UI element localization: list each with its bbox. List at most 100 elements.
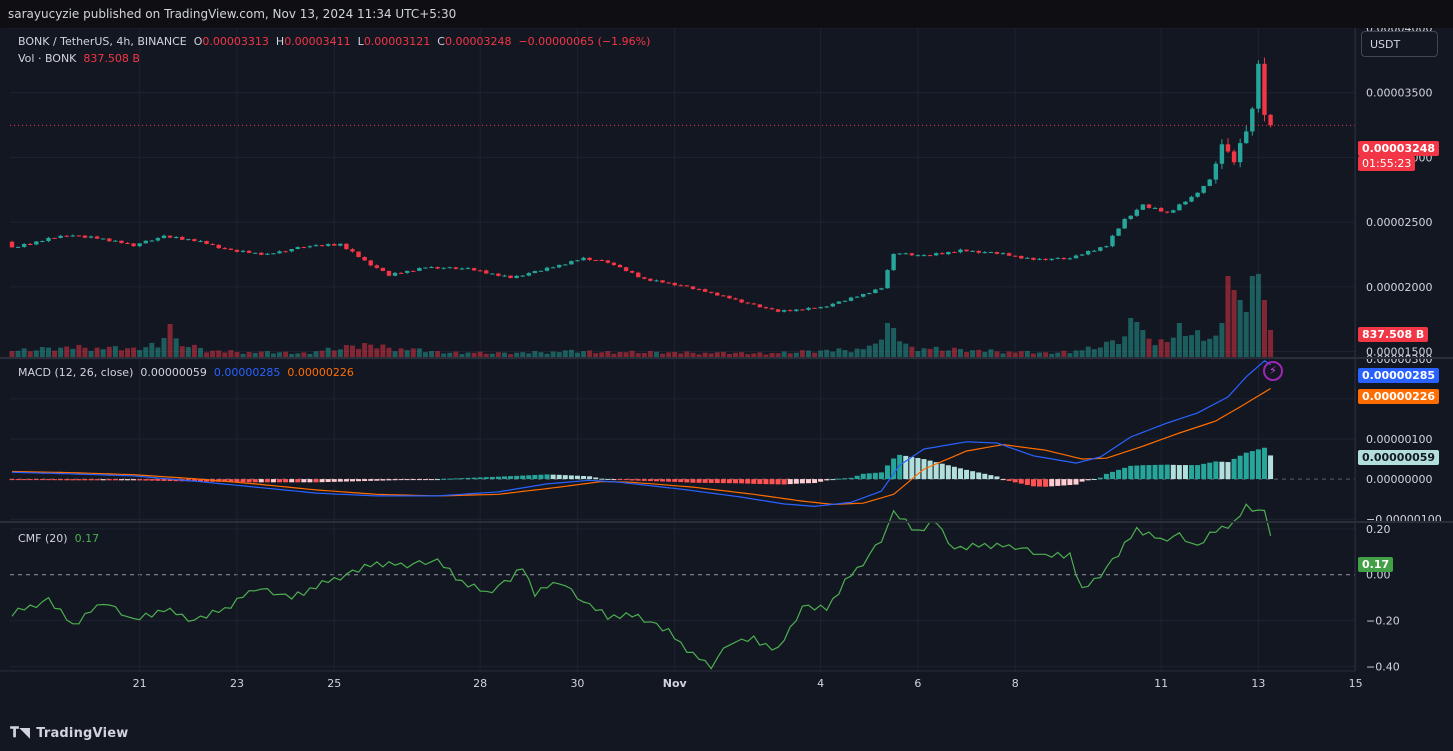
volume-bar <box>410 348 416 358</box>
macd-histogram-bar <box>1067 479 1073 486</box>
candle-body <box>204 240 209 244</box>
macd-histogram-bar <box>167 479 173 482</box>
volume-bar <box>1085 346 1091 358</box>
volume-bar <box>1268 330 1274 358</box>
macd-histogram-bar <box>173 479 179 482</box>
macd-histogram-bar <box>410 479 416 481</box>
volume-bar <box>1237 300 1243 358</box>
macd-histogram-bar <box>842 478 848 480</box>
candle-body <box>532 271 538 274</box>
candle-body <box>484 270 489 274</box>
candle-body <box>325 244 331 246</box>
macd-histogram-bar <box>362 479 368 482</box>
candle-body <box>192 239 197 242</box>
macd-histogram-bar <box>1140 465 1146 480</box>
candle-body <box>107 238 112 242</box>
macd-histogram-bar <box>270 479 276 483</box>
macd-histogram-bar <box>1079 479 1085 482</box>
candle-body <box>149 240 155 242</box>
volume-bar <box>447 352 453 358</box>
symbol-label[interactable]: BONK / TetherUS, 4h, BINANCE <box>18 35 187 48</box>
macd-histogram-bar <box>550 474 556 480</box>
candle-body <box>101 238 106 240</box>
volume-bar <box>757 352 763 358</box>
time-tick-label: 28 <box>473 677 487 690</box>
macd-histogram-bar <box>1097 477 1103 480</box>
volume-bar <box>1195 330 1201 358</box>
volume-bar <box>872 343 878 358</box>
candle-body <box>569 261 574 265</box>
candle-body <box>70 235 75 237</box>
macd-histogram-bar <box>538 474 544 480</box>
candles[interactable] <box>9 57 1355 313</box>
macd-histogram-bar <box>903 455 909 480</box>
macd-histogram-bar <box>58 479 64 481</box>
candle-body <box>1134 209 1139 216</box>
candle-body <box>58 235 63 238</box>
macd-legend: MACD (12, 26, close) 0.00000059 0.000002… <box>18 366 354 379</box>
macd-histogram-bar <box>878 472 884 480</box>
volume-bar <box>982 351 988 358</box>
time-tick-label: 25 <box>327 677 341 690</box>
candle-body <box>623 267 629 272</box>
volume-bar <box>1055 352 1061 358</box>
candle-body <box>1067 258 1073 260</box>
candle-body <box>733 298 738 300</box>
volume-bar <box>733 352 739 358</box>
candle-body <box>1061 257 1067 260</box>
macd-histogram-bar <box>289 479 295 483</box>
volume-bar <box>550 351 556 358</box>
candle-body <box>909 253 915 256</box>
volume-bar <box>435 351 441 358</box>
candle-body <box>411 270 416 272</box>
volume-bar <box>234 351 240 358</box>
volume-bar <box>301 352 307 358</box>
macd-histogram-bar <box>970 471 976 480</box>
macd-histogram-bar <box>1061 479 1067 486</box>
volume-bar <box>812 352 818 358</box>
chart-frame[interactable]: 0.000040000.000035000.000030000.00002500… <box>0 28 1453 716</box>
currency-button[interactable]: USDT <box>1361 31 1438 57</box>
volume-bar <box>1231 290 1237 358</box>
macd-histogram-bar <box>720 479 726 484</box>
candle-body <box>690 286 696 290</box>
cmf-name[interactable]: CMF (20) <box>18 532 68 545</box>
lightning-icon[interactable]: ⚡ <box>1263 361 1283 381</box>
volume-bar <box>483 353 489 358</box>
volume-bar <box>769 353 775 358</box>
close-value: 0.00003248 <box>444 35 512 48</box>
macd-histogram-bar <box>1170 464 1176 480</box>
volume-bar <box>270 353 276 358</box>
candle-body <box>648 278 653 281</box>
macd-name[interactable]: MACD (12, 26, close) <box>18 366 134 379</box>
chart-canvas[interactable]: 0.000040000.000035000.000030000.00002500… <box>0 28 1453 716</box>
volume-bar <box>356 348 362 358</box>
macd-histogram-bar <box>459 478 465 480</box>
macd-histogram-bar <box>556 474 562 480</box>
macd-histogram-bar <box>489 476 495 480</box>
macd-histogram-bar <box>343 479 349 482</box>
volume-bar <box>295 353 301 358</box>
macd-histogram-bar <box>137 479 143 481</box>
volume-bar <box>258 351 264 358</box>
cmf-pane[interactable] <box>11 503 1272 670</box>
time-tick-label: 13 <box>1251 677 1265 690</box>
macd-line-value: 0.00000285 <box>213 366 281 379</box>
macd-pane[interactable] <box>9 360 1274 508</box>
volume-label[interactable]: Vol · BONK <box>18 52 77 65</box>
macd-histogram-bar <box>337 479 343 482</box>
candle-body <box>1122 218 1127 229</box>
macd-histogram-bar <box>1116 469 1122 480</box>
macd-histogram-bar <box>155 479 161 481</box>
volume-bar <box>283 351 289 358</box>
volume-bar <box>927 348 933 358</box>
candle-body <box>994 252 1000 254</box>
candle-body <box>976 250 981 253</box>
volume-bar <box>897 341 903 358</box>
candle-body <box>216 244 221 249</box>
tradingview-brand[interactable]: 𝐓◥ TradingView <box>10 725 128 741</box>
time-tick-label: 4 <box>817 677 824 690</box>
macd-histogram-bar <box>234 479 240 483</box>
macd-histogram-bar <box>1134 465 1140 480</box>
volume-bar <box>1176 323 1182 358</box>
